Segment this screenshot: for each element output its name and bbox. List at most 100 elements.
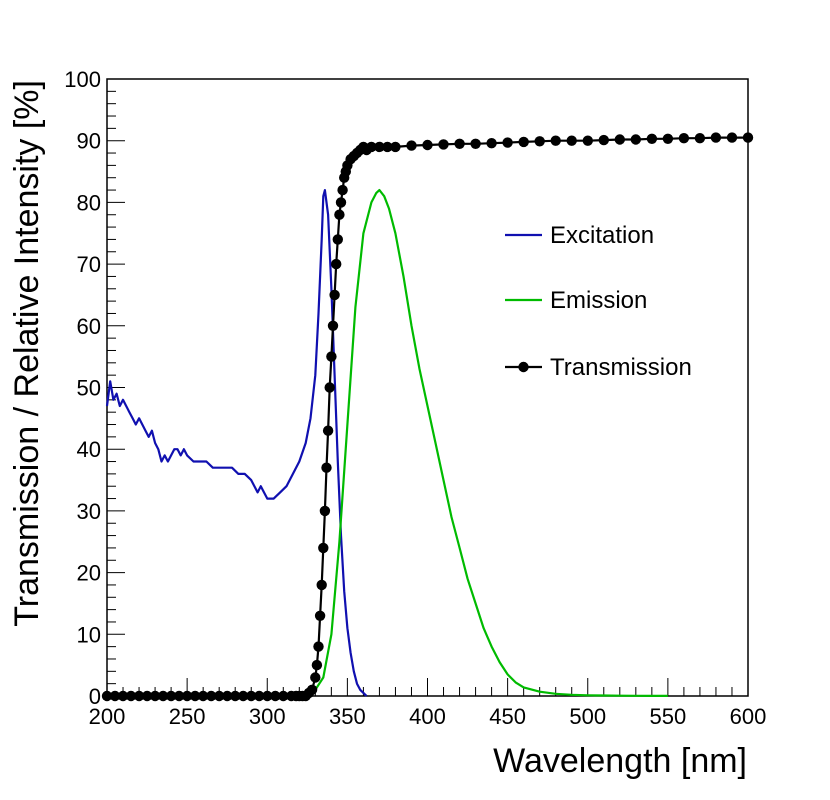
transmission-point: [334, 209, 345, 220]
transmission-point: [311, 659, 323, 671]
transmission-point: [197, 690, 209, 702]
transmission-point: [278, 690, 289, 702]
transmission-point: [327, 320, 339, 331]
transmission-point: [502, 137, 513, 148]
transmission-point: [382, 141, 393, 153]
transmission-point: [598, 134, 609, 146]
legend-label-emission: Emission: [550, 287, 647, 314]
x-tick-label: 350: [329, 704, 366, 729]
transmission-point: [374, 141, 385, 153]
transmission-point: [331, 258, 342, 270]
transmission-point: [321, 462, 332, 473]
y-axis-title: Transmission / Relative Intensity [%]: [8, 80, 46, 627]
transmission-point: [189, 690, 201, 702]
transmission-point: [329, 289, 340, 301]
transmission-point: [390, 141, 401, 153]
transmission-point: [614, 134, 625, 145]
transmission-point: [310, 672, 321, 683]
transmission-point: [630, 134, 641, 145]
transmission-point: [566, 135, 577, 146]
transmission-point: [742, 132, 754, 143]
transmission-point: [518, 136, 529, 148]
x-tick-label: 450: [489, 704, 526, 729]
x-tick-label: 400: [409, 704, 446, 729]
transmission-point: [337, 184, 348, 196]
series-layer: [101, 132, 754, 702]
series-excitation: [105, 189, 368, 697]
series-emission: [306, 189, 668, 698]
transmission-point: [141, 690, 153, 702]
tick-labels: 200 250 300 350 400 450 500 550 600 0 10 20 30 40 50 60…: [64, 67, 766, 729]
transmission-point: [117, 690, 129, 702]
y-tick-label: 30: [77, 499, 101, 524]
transmission-point: [214, 690, 225, 702]
series-transmission: [101, 132, 754, 702]
emission-line: [306, 189, 668, 698]
transmission-point: [230, 690, 241, 702]
transmission-point: [366, 141, 377, 153]
transmission-point: [314, 610, 326, 621]
transmission-point: [318, 542, 329, 554]
transmission-point: [238, 690, 249, 702]
transmission-point: [222, 690, 233, 702]
x-tick-label: 600: [730, 704, 767, 729]
transmission-point: [646, 133, 658, 144]
transmission-point: [125, 690, 137, 702]
transmission-point: [173, 690, 185, 702]
x-tick-label: 250: [169, 704, 206, 729]
transmission-point: [149, 690, 161, 702]
y-tick-label: 10: [77, 622, 101, 647]
transmission-point: [332, 234, 343, 245]
x-tick-label: 300: [249, 704, 286, 729]
transmission-point: [157, 690, 169, 702]
legend-item-emission: Emission: [505, 287, 647, 314]
transmission-point: [694, 133, 706, 144]
transmission-point: [181, 690, 193, 702]
transmission-point: [470, 138, 481, 149]
transmission-point: [550, 135, 561, 146]
x-tick-label: 500: [569, 704, 606, 729]
transmission-point: [422, 139, 433, 151]
x-axis-title: Wavelength [nm]: [493, 742, 747, 780]
x-tick-label: 200: [89, 704, 126, 729]
transmission-point: [726, 132, 738, 143]
transmission-point: [316, 579, 327, 591]
transmission-point: [246, 690, 257, 702]
major-ticks: [106, 78, 749, 697]
transmission-point: [254, 690, 265, 702]
y-tick-label: 90: [77, 129, 101, 154]
transmission-point: [101, 690, 113, 702]
excitation-line: [105, 189, 368, 697]
y-tick-label: 0: [89, 684, 101, 709]
y-tick-label: 40: [77, 437, 101, 462]
transmission-point: [486, 138, 497, 149]
transmission-point: [270, 690, 281, 702]
y-tick-label: 100: [64, 67, 101, 92]
y-tick-label: 80: [77, 190, 101, 215]
legend-marker-transmission: [518, 361, 529, 373]
legend-label-excitation: Excitation: [550, 222, 654, 249]
transmission-point: [262, 690, 273, 702]
y-tick-label: 70: [77, 252, 101, 277]
transmission-point: [313, 641, 324, 652]
transmission-point: [322, 425, 334, 436]
transmission-point: [306, 684, 318, 695]
transmission-point: [534, 136, 545, 147]
transmission-point: [206, 690, 217, 702]
transmission-point: [133, 690, 145, 702]
y-tick-label: 50: [77, 376, 101, 401]
transmission-point: [406, 140, 417, 151]
legend-item-excitation: Excitation: [505, 222, 654, 249]
transmission-point: [438, 139, 449, 150]
transmission-point: [454, 138, 465, 149]
transmission-point: [165, 690, 177, 702]
transmission-point: [335, 197, 347, 208]
transmission-point: [109, 690, 121, 702]
minor-ticks: [107, 90, 733, 696]
plot-frame: [106, 78, 749, 697]
transmission-point: [662, 133, 674, 144]
transmission-point: [582, 135, 593, 146]
transmission-point: [326, 351, 337, 362]
y-tick-label: 60: [77, 314, 101, 339]
